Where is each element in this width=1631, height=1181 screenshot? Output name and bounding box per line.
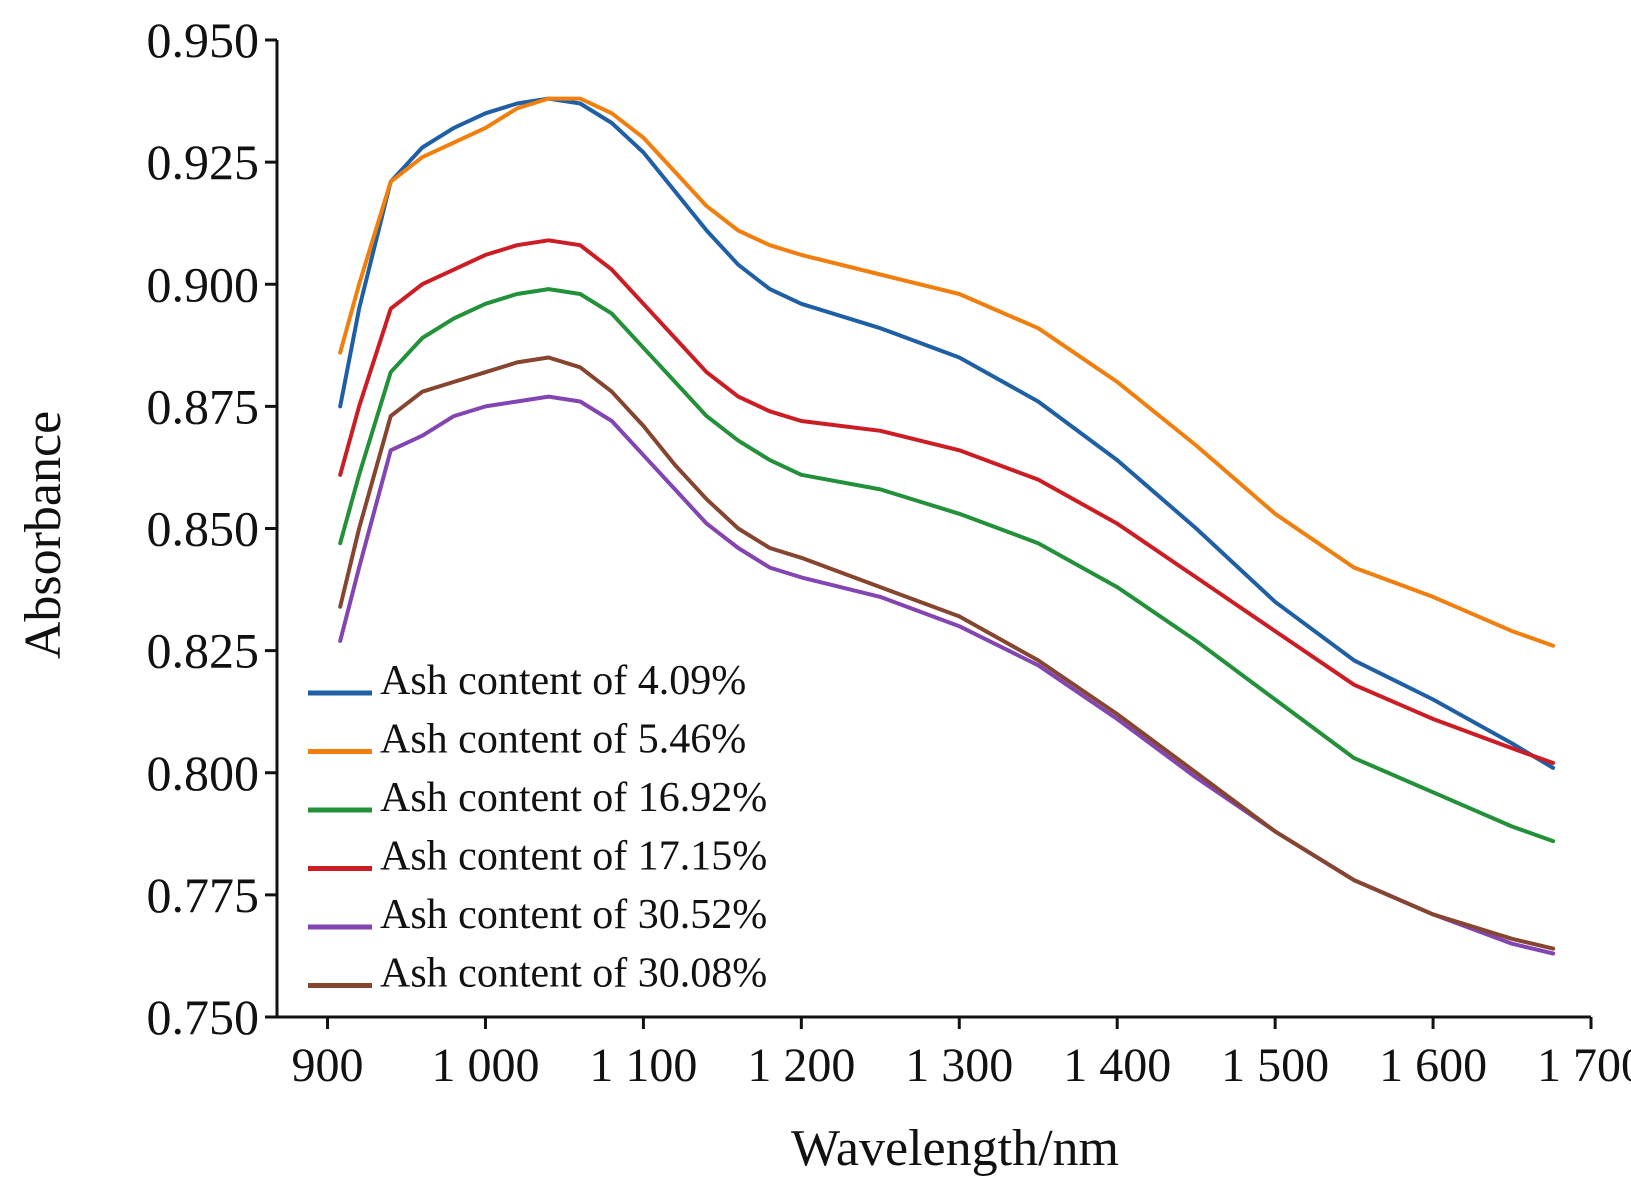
legend-label: Ash content of 4.09%: [380, 658, 746, 704]
y-tick-label: 0.900: [147, 256, 260, 312]
legend-label: Ash content of 17.15%: [380, 834, 767, 880]
x-axis-title: Wavelength/nm: [791, 1120, 1119, 1177]
legend: Ash content of 4.09% Ash content of 5.46%…: [308, 658, 767, 997]
x-tick-label: 1 500: [1221, 1039, 1329, 1092]
y-tick-label: 0.800: [147, 745, 260, 801]
x-tick-label: 1 400: [1063, 1039, 1171, 1092]
series-line: [338, 238, 1556, 765]
legend-label: Ash content of 16.92%: [380, 775, 767, 821]
x-tick-label: 1 300: [905, 1039, 1013, 1092]
y-tick-label: 0.875: [147, 378, 260, 434]
y-ticks: 0.750 0.775 0.800 0.825 0.850 0.875 0.900 0.925…: [147, 12, 277, 1045]
x-tick-label: 1 000: [431, 1039, 539, 1092]
legend-label: Ash content of 5.46%: [380, 717, 746, 763]
legend-label: Ash content of 30.52%: [380, 892, 767, 938]
x-tick-label: 1 600: [1379, 1039, 1487, 1092]
x-ticks: 900 1 000 1 100 1 200 1 300 1 400 1 500 1 600 1 …: [292, 1017, 1631, 1092]
y-tick-label: 0.775: [147, 867, 260, 923]
legend-label: Ash content of 30.08%: [380, 951, 767, 997]
series-line: [338, 96, 1556, 770]
y-tick-label: 0.850: [147, 501, 260, 557]
series-line: [338, 287, 1556, 844]
x-tick-label: 1 100: [589, 1039, 697, 1092]
y-tick-label: 0.925: [147, 134, 260, 190]
x-tick-label: 1 200: [747, 1039, 855, 1092]
series-layer: [338, 96, 1556, 956]
series-line: [338, 96, 1556, 648]
y-tick-label: 0.750: [147, 989, 260, 1045]
y-tick-label: 0.950: [147, 12, 260, 68]
y-axis-title: Absorbance: [15, 411, 72, 659]
x-tick-label: 900: [292, 1039, 364, 1092]
series-line: [338, 355, 1556, 951]
y-tick-label: 0.825: [147, 623, 260, 679]
x-tick-label: 1 700: [1537, 1039, 1631, 1092]
